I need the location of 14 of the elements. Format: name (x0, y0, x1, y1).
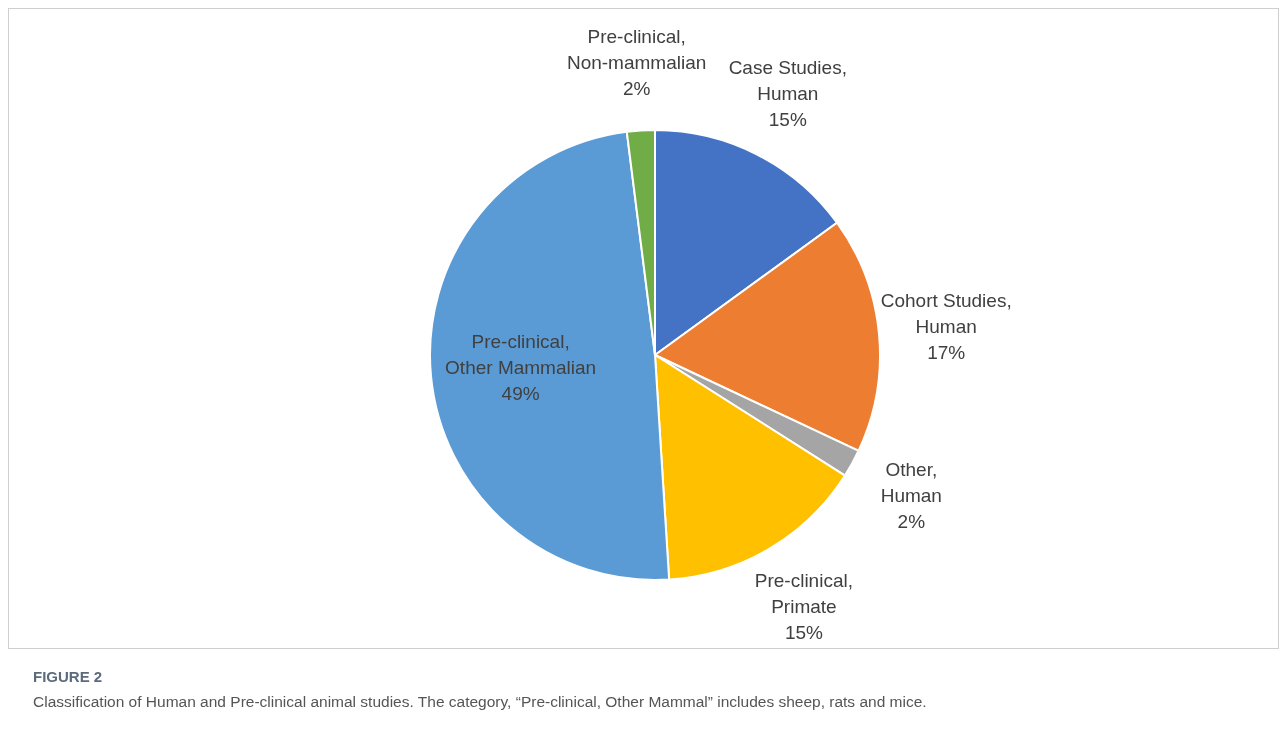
slice-label: Pre-clinical, Primate (754, 569, 853, 617)
text: Classification of Human and Pre-clinical animal studies. The category, “Pre-clinical, Other Mammal” includes sheep, rats and mice. (33, 693, 927, 710)
slice-label: Cohort Studies, Human (880, 290, 1012, 338)
data-label: 49% (501, 382, 540, 404)
slice-label: Other, Human (880, 458, 942, 506)
data-label: 17% (927, 342, 966, 364)
slice-label: Pre-clinical, Other Mammalian (445, 330, 597, 378)
data-label: 2% (622, 78, 651, 100)
data-label: 2% (897, 510, 926, 532)
slice-label: Case Studies, Human (728, 57, 847, 105)
slice-label: Pre-clinical, Non-mammalian (566, 26, 707, 74)
text: FIGURE 2 (33, 668, 103, 685)
data-label: 15% (784, 621, 824, 643)
data-label: 15% (768, 109, 807, 131)
